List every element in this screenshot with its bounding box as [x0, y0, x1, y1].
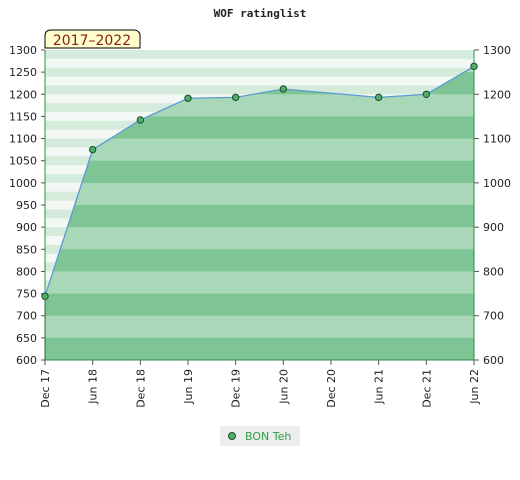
- y-tick-label-left: 1100: [9, 133, 37, 146]
- x-tick-label: Jun 20: [277, 369, 290, 405]
- data-point: [231, 93, 240, 102]
- legend: BON Teh: [220, 426, 300, 446]
- y-tick-label-left: 1200: [9, 88, 37, 101]
- data-point: [136, 116, 145, 124]
- y-tick-label-left: 800: [16, 265, 37, 278]
- y-tick-label-right: 800: [483, 265, 504, 278]
- y-tick-label-right: 1200: [483, 88, 511, 101]
- y-tick-label-right: 1100: [483, 133, 511, 146]
- data-point: [374, 93, 383, 102]
- x-tick-label: Jun 21: [373, 369, 386, 405]
- chart-title: WOF ratinglist: [214, 7, 307, 20]
- x-tick-label: Dec 17: [39, 369, 52, 408]
- x-tick-label: Dec 21: [420, 369, 433, 408]
- y-tick-label-left: 850: [16, 243, 37, 256]
- background-band: [45, 50, 474, 60]
- data-point: [184, 94, 192, 102]
- background-band: [45, 67, 474, 77]
- area-band: [45, 205, 474, 228]
- background-band: [45, 76, 474, 86]
- data-point: [279, 85, 288, 93]
- y-tick-label-left: 600: [16, 354, 37, 367]
- period-badge: 2017–2022: [44, 29, 141, 49]
- series-markers: [41, 62, 478, 300]
- legend-label: BON Teh: [245, 429, 292, 443]
- area-band: [45, 182, 474, 206]
- y-tick-label-left: 1000: [9, 177, 37, 190]
- y-tick-label-right: 700: [483, 310, 504, 323]
- background-band: [45, 58, 474, 69]
- data-point: [470, 62, 478, 71]
- area-band: [45, 249, 474, 272]
- y-tick-label-left: 900: [16, 221, 37, 234]
- period-label: 2017–2022: [53, 33, 131, 49]
- area-band: [45, 138, 474, 162]
- area-band: [45, 227, 474, 250]
- x-tick-label: Jun 19: [182, 369, 195, 405]
- area-band: [45, 160, 474, 184]
- data-point: [422, 90, 431, 98]
- area-band: [45, 315, 474, 339]
- legend-marker-icon: [228, 432, 236, 440]
- x-tick-label: Dec 18: [134, 369, 147, 408]
- y-tick-label-left: 1250: [9, 66, 37, 79]
- y-tick-label-right: 600: [483, 354, 504, 367]
- y-tick-label-left: 700: [16, 310, 37, 323]
- area-band: [45, 293, 474, 317]
- y-tick-label-left: 650: [16, 332, 37, 345]
- y-tick-label-left: 1150: [9, 110, 37, 123]
- x-tick-label: Dec 19: [230, 369, 243, 408]
- x-tick-label: Jun 22: [468, 369, 481, 405]
- data-point: [88, 145, 97, 154]
- y-tick-label-right: 900: [483, 221, 504, 234]
- y-tick-label-left: 1300: [9, 44, 37, 57]
- area-band: [45, 271, 474, 294]
- area-band: [45, 337, 474, 360]
- area-band: [45, 116, 474, 139]
- y-tick-label-left: 1050: [9, 155, 37, 168]
- data-point: [41, 292, 49, 300]
- y-tick-label-right: 1000: [483, 177, 511, 190]
- background-band: [45, 85, 474, 95]
- y-tick-label-right: 1300: [483, 44, 511, 57]
- axes: 600 650 700 750 800 850 900 950 1000 1050 1100 1150…: [9, 44, 511, 408]
- y-tick-label-left: 750: [16, 288, 37, 301]
- x-tick-label: Jun 18: [87, 369, 100, 405]
- x-tick-label: Dec 20: [325, 369, 338, 408]
- y-tick-label-left: 950: [16, 199, 37, 212]
